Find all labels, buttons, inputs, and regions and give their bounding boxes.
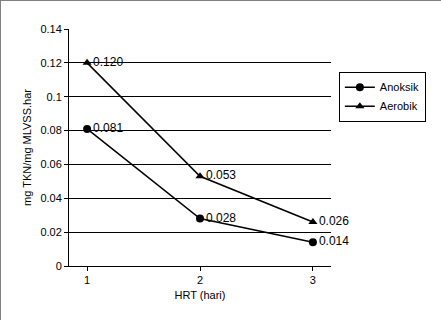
svg-text:0.053: 0.053 [206, 168, 236, 182]
svg-text:0.04: 0.04 [40, 192, 61, 204]
svg-text:0.14: 0.14 [40, 23, 61, 35]
svg-text:1: 1 [84, 274, 90, 286]
svg-text:0.08: 0.08 [40, 124, 61, 136]
svg-text:0.06: 0.06 [40, 158, 61, 170]
svg-text:mg TKN/mg MLVSS.har: mg TKN/mg MLVSS.har [21, 89, 33, 206]
svg-text:Aerobik: Aerobik [380, 100, 418, 112]
svg-text:2: 2 [197, 274, 203, 286]
svg-text:0.02: 0.02 [40, 226, 61, 238]
svg-text:0.028: 0.028 [206, 211, 236, 225]
svg-text:0.1: 0.1 [47, 91, 62, 103]
svg-text:0.12: 0.12 [40, 57, 61, 69]
svg-text:3: 3 [310, 274, 316, 286]
svg-text:0.120: 0.120 [93, 55, 123, 69]
svg-text:0.081: 0.081 [93, 121, 123, 135]
svg-text:0.014: 0.014 [319, 234, 349, 248]
svg-text:0.026: 0.026 [319, 214, 349, 228]
svg-text:HRT (hari): HRT (hari) [175, 289, 226, 301]
svg-text:Anoksik: Anoksik [380, 81, 419, 93]
svg-text:0: 0 [56, 260, 62, 272]
